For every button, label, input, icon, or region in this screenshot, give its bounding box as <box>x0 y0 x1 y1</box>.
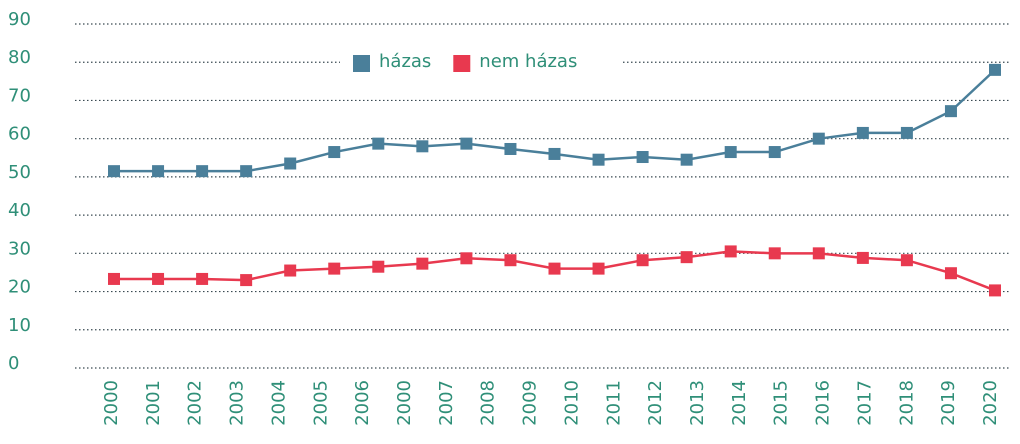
point-marker <box>592 153 605 166</box>
x-tick-label: 2012 <box>645 380 666 426</box>
legend-label: házas <box>379 51 431 72</box>
point-marker <box>372 260 385 273</box>
point-marker <box>240 274 253 287</box>
y-tick-label: 60 <box>8 124 31 145</box>
x-tick-label: 2008 <box>478 380 499 426</box>
point-marker <box>196 165 209 178</box>
point-marker <box>636 151 649 164</box>
point-marker <box>284 264 297 277</box>
point-marker <box>856 126 869 139</box>
x-tick-label: 2003 <box>227 380 248 426</box>
x-tick-label: 2020 <box>980 380 1001 426</box>
legend-swatch <box>453 55 471 72</box>
point-marker <box>592 262 605 275</box>
point-marker <box>768 146 781 159</box>
point-marker <box>372 137 385 150</box>
x-tick-label: 2002 <box>185 380 206 426</box>
point-marker <box>812 247 825 260</box>
y-tick-label: 40 <box>8 200 31 221</box>
y-tick-label: 90 <box>8 9 31 30</box>
x-tick-label: 2004 <box>268 380 289 426</box>
point-marker <box>944 105 957 118</box>
legend-label: nem házas <box>479 51 577 72</box>
point-marker <box>548 147 561 160</box>
y-tick-label: 20 <box>8 277 31 298</box>
x-tick-label: 2000 <box>394 380 415 426</box>
point-marker <box>108 165 120 178</box>
point-marker <box>108 272 120 285</box>
point-marker <box>812 132 825 145</box>
point-marker <box>724 146 737 159</box>
point-marker <box>240 165 253 178</box>
x-tick-label: 2019 <box>938 380 959 426</box>
point-marker <box>900 126 913 139</box>
point-marker <box>504 254 517 267</box>
point-marker <box>680 251 693 264</box>
point-marker <box>328 262 341 275</box>
point-marker <box>680 153 693 166</box>
y-tick-label: 50 <box>8 162 31 183</box>
x-tick-label: 2009 <box>520 380 541 426</box>
x-tick-label: 2018 <box>896 380 917 426</box>
y-tick-label: 10 <box>8 315 31 336</box>
point-marker <box>460 137 473 150</box>
point-marker <box>284 157 297 170</box>
point-marker <box>944 267 957 280</box>
x-tick-label: 2013 <box>687 380 708 426</box>
point-marker <box>636 254 649 267</box>
point-marker <box>856 251 869 264</box>
x-tick-label: 2006 <box>352 380 373 426</box>
x-tick-label: 2000 <box>101 380 122 426</box>
point-marker <box>504 142 517 155</box>
legend-bg <box>340 50 622 76</box>
point-marker <box>548 262 561 275</box>
x-tick-label: 2005 <box>310 380 331 426</box>
point-marker <box>989 284 1001 297</box>
y-tick-label: 30 <box>8 238 31 259</box>
legend: házas nem házas <box>340 50 622 76</box>
point-marker <box>196 272 209 285</box>
point-marker <box>460 252 473 265</box>
point-marker <box>900 254 913 267</box>
x-tick-label: 2017 <box>854 380 875 426</box>
point-marker <box>989 63 1001 76</box>
x-tick-label: 2016 <box>813 380 834 426</box>
point-marker <box>328 146 341 159</box>
point-marker <box>416 140 429 153</box>
point-marker <box>768 247 781 260</box>
y-tick-label: 80 <box>8 47 31 68</box>
y-tick-label: 0 <box>8 353 19 374</box>
x-tick-label: 2015 <box>771 380 792 426</box>
x-tick-label: 2014 <box>729 380 750 426</box>
point-marker <box>152 165 165 178</box>
x-tick-label: 2001 <box>143 380 164 426</box>
x-tick-label: 2007 <box>436 380 457 426</box>
y-tick-label: 70 <box>8 85 31 106</box>
point-marker <box>152 272 165 285</box>
x-tick-label: 2011 <box>603 380 624 426</box>
point-marker <box>416 257 429 270</box>
legend-swatch <box>353 55 370 72</box>
x-tick-label: 2010 <box>561 380 582 426</box>
point-marker <box>724 245 737 258</box>
